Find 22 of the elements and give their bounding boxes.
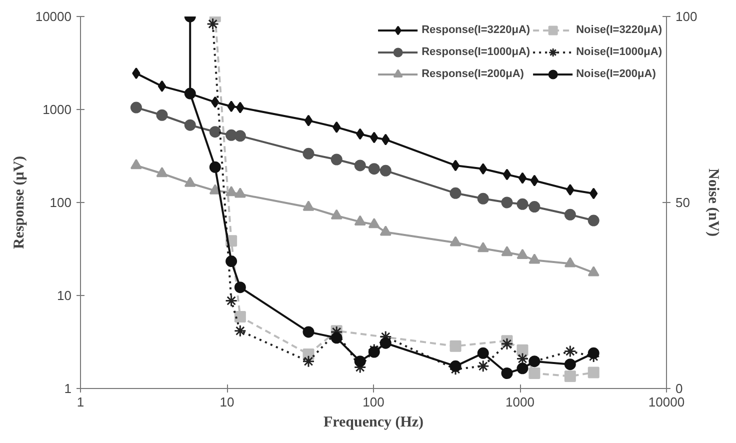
x-tick-label: 1 bbox=[76, 394, 84, 410]
x-tick-label: 10000 bbox=[648, 394, 685, 410]
legend-label: Response(I=3220μA) bbox=[422, 24, 530, 36]
legend-label: Response(I=200μA) bbox=[422, 68, 524, 80]
legend-label: Response(I=1000μA) bbox=[422, 46, 530, 58]
y2-tick-label: 50 bbox=[676, 195, 690, 210]
legend-label: Noise(I=200μA) bbox=[576, 68, 656, 80]
y-tick-label: 1000 bbox=[42, 102, 72, 117]
y-tick-label: 100 bbox=[50, 195, 72, 210]
x-tick-label: 1000 bbox=[506, 394, 534, 410]
y-tick-label: 1 bbox=[64, 381, 72, 396]
x-tick-label: 100 bbox=[362, 394, 384, 410]
x-tick-label: 10 bbox=[220, 394, 234, 410]
legend-label: Noise(I=3220μA) bbox=[576, 24, 662, 36]
legend-label: Noise(I=1000μA) bbox=[576, 46, 662, 58]
y2-tick-label: 0 bbox=[676, 381, 683, 396]
y2-axis-title: Noise (nV) bbox=[705, 168, 722, 236]
y-tick-label: 10 bbox=[57, 288, 72, 303]
y2-tick-label: 100 bbox=[676, 9, 698, 24]
y-axis-title: Response (μV) bbox=[11, 156, 28, 250]
x-axis-title: Frequency (Hz) bbox=[323, 414, 424, 430]
y-tick-label: 10000 bbox=[35, 9, 72, 24]
